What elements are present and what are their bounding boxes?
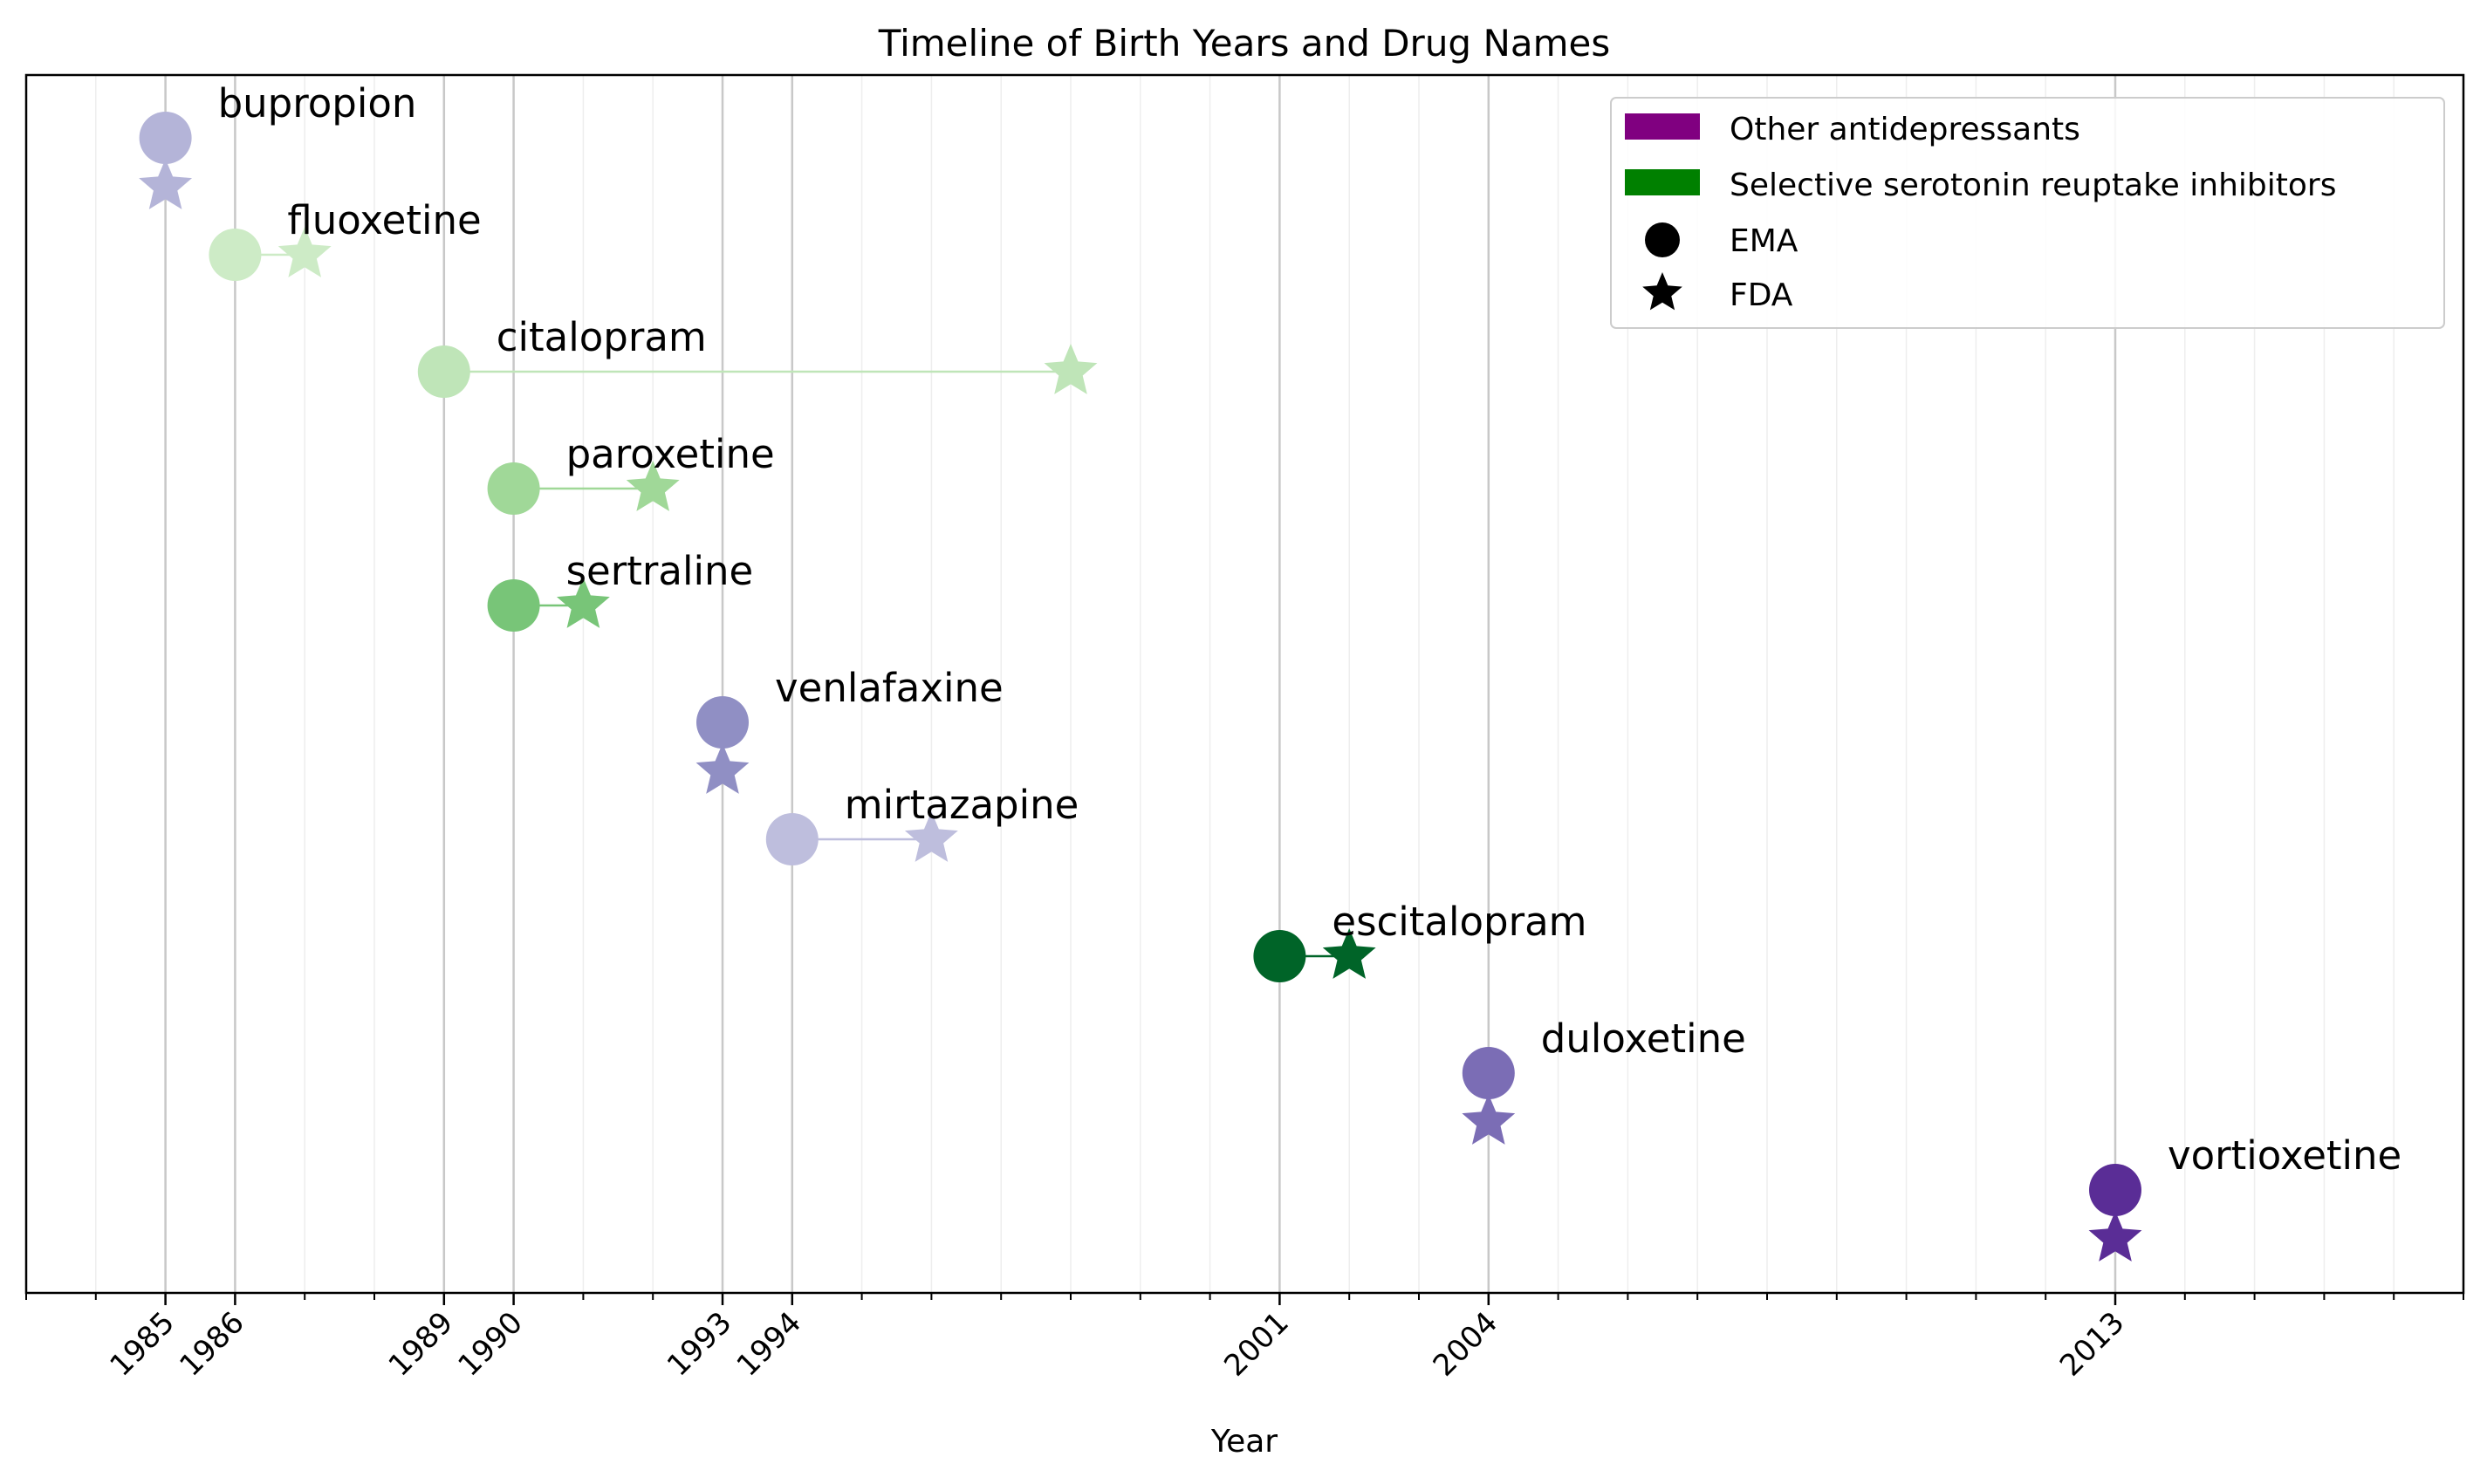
drug-label: duloxetine: [1541, 1016, 1746, 1062]
drug-label: fluoxetine: [287, 197, 481, 243]
x-tick-label: 2013: [2053, 1305, 2131, 1383]
ema-marker: [1253, 930, 1306, 982]
legend-label-ema: EMA: [1730, 223, 1798, 259]
drug-label: bupropion: [218, 80, 417, 127]
fda-marker: [904, 811, 958, 862]
ema-marker: [139, 112, 192, 164]
x-tick-label: 1986: [173, 1305, 250, 1383]
fda-marker: [139, 159, 193, 209]
drug-label: paroxetine: [566, 431, 775, 477]
ema-marker: [487, 462, 540, 515]
drug-label: escitalopram: [1332, 899, 1586, 945]
x-axis-label: Year: [1210, 1424, 1278, 1460]
ema-marker: [2089, 1164, 2141, 1216]
x-tick-label: 2001: [1217, 1305, 1295, 1383]
fda-marker: [626, 461, 680, 511]
legend: Other antidepressants Selective serotoni…: [1610, 97, 2445, 329]
fda-marker: [1322, 928, 1376, 979]
marker-layer: [139, 112, 2142, 1262]
grid-layer: [25, 75, 2464, 1293]
fda-marker: [277, 227, 332, 277]
fda-marker: [556, 578, 610, 628]
fda-marker: [2088, 1211, 2142, 1262]
legend-label-other: Other antidepressants: [1730, 112, 2080, 147]
drug-label: sertraline: [566, 548, 754, 594]
fda-marker: [1462, 1094, 1516, 1145]
ema-marker: [1462, 1047, 1515, 1099]
label-layer: bupropion fluoxetine citalopram paroxetine s…: [218, 80, 2402, 1179]
plot-frame: [24, 73, 2465, 1295]
drug-label: mirtazapine: [845, 782, 1079, 828]
legend-swatch-ssri: [1625, 169, 1700, 195]
drug-label: citalopram: [497, 314, 707, 360]
x-tick-label: 1994: [730, 1305, 808, 1383]
legend-box: [1610, 97, 2445, 329]
drug-label: venlafaxine: [775, 665, 1004, 711]
chart-title: Timeline of Birth Years and Drug Names: [878, 22, 1611, 65]
legend-swatch-other: [1625, 113, 1700, 140]
drug-label: vortioxetine: [2168, 1132, 2401, 1179]
x-tick-label: 2004: [1427, 1305, 1504, 1383]
legend-label-fda: FDA: [1730, 277, 1793, 313]
ema-marker: [487, 579, 540, 632]
fda-marker: [1044, 344, 1098, 394]
legend-fda-star-icon: [1642, 272, 1682, 311]
ema-marker: [209, 229, 262, 281]
ema-marker: [696, 696, 749, 749]
ema-marker: [417, 345, 470, 398]
x-tick-label: 1989: [382, 1305, 460, 1383]
legend-label-ssri: Selective serotonin reuptake inhibitors: [1730, 168, 2336, 203]
legend-ema-circle-icon: [1645, 222, 1680, 257]
x-tick-label: 1990: [451, 1305, 529, 1383]
fda-marker: [695, 743, 750, 794]
x-tick-label: 1985: [103, 1305, 181, 1383]
x-tick-label: 1993: [661, 1305, 738, 1383]
ema-marker: [765, 813, 819, 865]
